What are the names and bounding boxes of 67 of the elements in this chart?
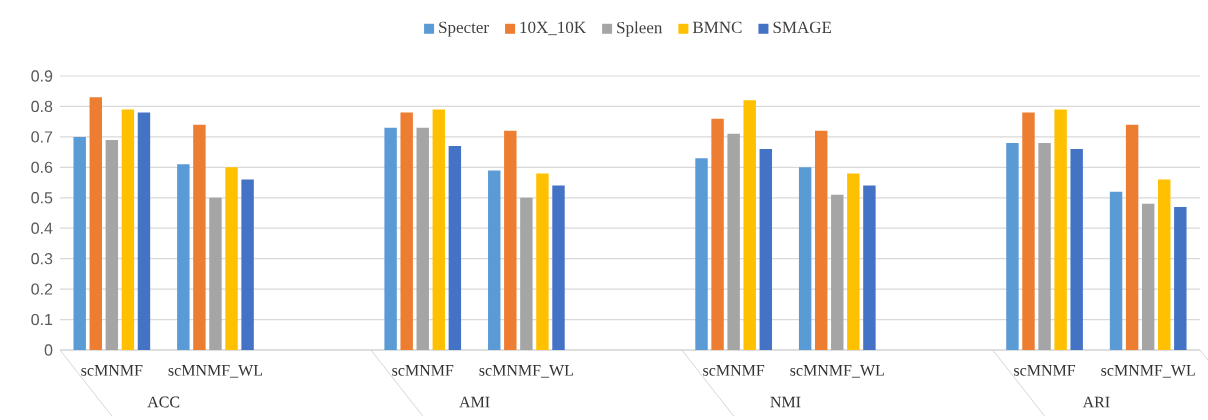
x-tick-label: scMNMF [392,365,454,376]
bar [504,130,517,350]
bar [1070,149,1083,350]
bar [400,112,413,350]
legend-label: SMAGE [773,21,832,34]
bar [448,146,462,350]
y-tick-label: 0.4 [31,222,53,234]
bar [137,112,151,350]
bar [89,97,102,350]
legend-label: Spleen [617,21,663,37]
bar [552,185,565,350]
x-tick-label: scMNMF_WL [168,365,263,378]
x-tick-label: scMNMF_WL [790,365,884,378]
bar [193,124,206,350]
text: ACC [147,396,180,408]
bar [1006,142,1019,350]
bar [488,170,501,350]
x-tick-label: scMNMF_WL [1101,365,1195,378]
legend-label: 10X_10K [520,21,586,36]
bar [1022,112,1035,350]
text: ARI [1082,396,1110,408]
bar [831,194,844,350]
y-tick-label: 0 [44,344,53,356]
bar [695,158,708,350]
bar [863,185,876,350]
text: AMI [459,396,490,408]
bar [727,133,740,350]
bar [1125,124,1139,350]
bar [1158,179,1171,350]
bar [1141,203,1155,350]
bar [759,149,772,350]
bar [209,197,222,350]
legend-label: Specter [439,21,489,37]
bar [1038,142,1051,350]
bar [815,130,828,350]
bar [711,118,724,350]
y-tick-label: 0.3 [31,253,53,265]
bar [241,179,254,350]
y-tick-label: 0.6 [31,161,53,173]
bar [1109,191,1123,350]
bar [121,109,135,350]
bar [177,164,190,350]
y-tick-label: 0.5 [31,192,53,204]
y-tick-label: 0.1 [31,313,53,326]
y-tick-label: 0.8 [31,100,53,113]
bar [520,197,533,350]
bar [105,139,119,350]
text: NMI [770,396,801,408]
bar [1174,206,1187,350]
bar [225,167,238,350]
bar [384,127,397,350]
bar [73,136,86,350]
legend-label: BMNC [692,21,742,34]
y-tick-label: 0.9 [31,70,53,82]
bar [847,173,860,350]
x-tick-label: scMNMF [1014,365,1076,376]
bar [743,100,756,350]
y-tick-label: 0.7 [31,131,53,143]
x-tick-label: scMNMF [703,365,765,376]
y-tick-label: 0.2 [31,283,53,295]
bar [432,109,446,350]
bar [536,173,549,350]
x-tick-label: scMNMF [81,365,143,376]
bar [798,167,812,350]
bar [1054,109,1067,350]
bar [416,127,429,350]
x-tick-label: scMNMF_WL [479,365,573,378]
